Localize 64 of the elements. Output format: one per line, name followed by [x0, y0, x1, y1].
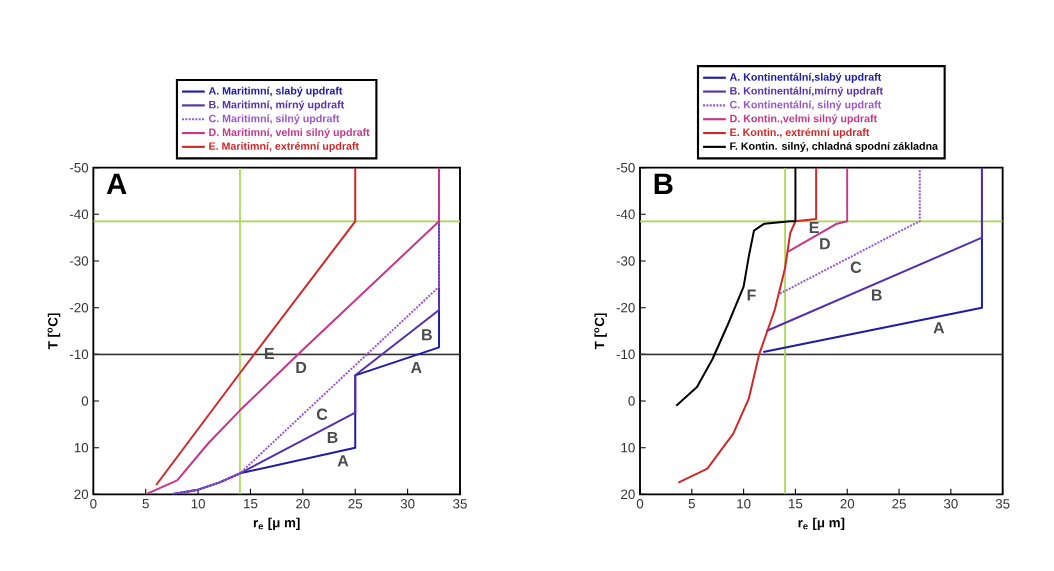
annotation: B: [327, 431, 338, 443]
x-tick-label: 15: [244, 499, 258, 509]
legend-label: E. Kontin., extrémní updraft: [730, 128, 870, 139]
y-tick-label: -30: [616, 256, 635, 266]
x-axis-title: r$_{e}$ [μ m]: [798, 517, 845, 531]
annotation: A: [410, 361, 422, 373]
y-tick-label: 20: [74, 489, 89, 500]
legend-label: B. Kontinentální,mírný updraft: [730, 86, 883, 97]
line-series: [155, 167, 357, 486]
legend-label: B. Maritimní, mírný updraft: [209, 100, 345, 111]
y-tick-label: -40: [616, 209, 635, 220]
x-tick-label: 5: [688, 499, 695, 509]
line-series: [787, 167, 849, 253]
legend-label: A. Maritimní, slabý updraft: [208, 86, 343, 97]
annotation: D: [296, 361, 307, 373]
x-tick-label: 5: [142, 499, 149, 509]
annotation: C: [316, 408, 328, 420]
legend-label: D. Kontin.,velmi silný updraft: [730, 114, 878, 125]
x-tick-label: 30: [943, 499, 958, 509]
x-tick-label: 25: [892, 499, 906, 509]
x-tick-label: 15: [789, 499, 803, 509]
x-axis-title: r$_{e}$ [μ m]: [253, 517, 300, 531]
legend-label: F. Kontin. silný, chladná spodní základna: [730, 141, 939, 152]
annotation: C: [850, 261, 862, 273]
x-tick-label: 35: [995, 499, 1010, 509]
chart-title: A: [106, 173, 127, 194]
legend-label: C. Maritimní, silný updraft: [208, 114, 340, 125]
chart-title: B: [654, 173, 673, 194]
annotation: B: [422, 329, 432, 341]
legend-label: A. Kontinentální,slabý updraft: [729, 72, 882, 83]
x-tick-label: 10: [191, 499, 205, 509]
legend-label: D. Maritimní, velmi silný updraft: [209, 128, 370, 139]
line-series: [677, 167, 818, 484]
annotation: E: [809, 221, 819, 233]
y-tick-label: 10: [74, 442, 89, 453]
x-tick-label: 25: [348, 499, 363, 509]
legend-label: E. Maritimní, extrémní updraft: [209, 141, 359, 152]
x-tick-label: 20: [840, 499, 855, 509]
y-axis-title: T [$^{o}$C]: [594, 313, 607, 350]
x-tick-label: 30: [400, 499, 415, 509]
x-tick-label: 0: [636, 499, 644, 509]
annotation: D: [820, 238, 830, 250]
annotation: B: [871, 289, 882, 301]
y-tick-label: -50: [69, 162, 89, 173]
y-axis-title: T [$^{o}$C]: [47, 313, 61, 350]
x-tick-label: 20: [296, 499, 310, 509]
y-tick-label: -10: [616, 349, 635, 360]
annotation: A: [337, 455, 349, 467]
y-tick-label: -10: [69, 349, 89, 360]
y-tick-label: -20: [69, 302, 89, 313]
x-tick-label: 10: [737, 499, 751, 509]
annotation: A: [933, 322, 945, 334]
x-tick-label: 0: [90, 499, 97, 509]
legend-label: C. Kontinentální, silný updraft: [730, 100, 882, 111]
y-tick-label: 0: [628, 396, 635, 406]
y-tick-label: -40: [69, 209, 89, 220]
x-tick-label: 35: [453, 499, 467, 509]
y-tick-label: -20: [616, 302, 635, 313]
y-tick-label: 10: [621, 442, 635, 453]
annotation: F: [747, 289, 756, 301]
y-tick-label: -30: [69, 256, 89, 266]
y-tick-label: 20: [621, 489, 635, 500]
y-tick-label: -50: [616, 162, 635, 173]
y-tick-label: 0: [81, 396, 89, 406]
